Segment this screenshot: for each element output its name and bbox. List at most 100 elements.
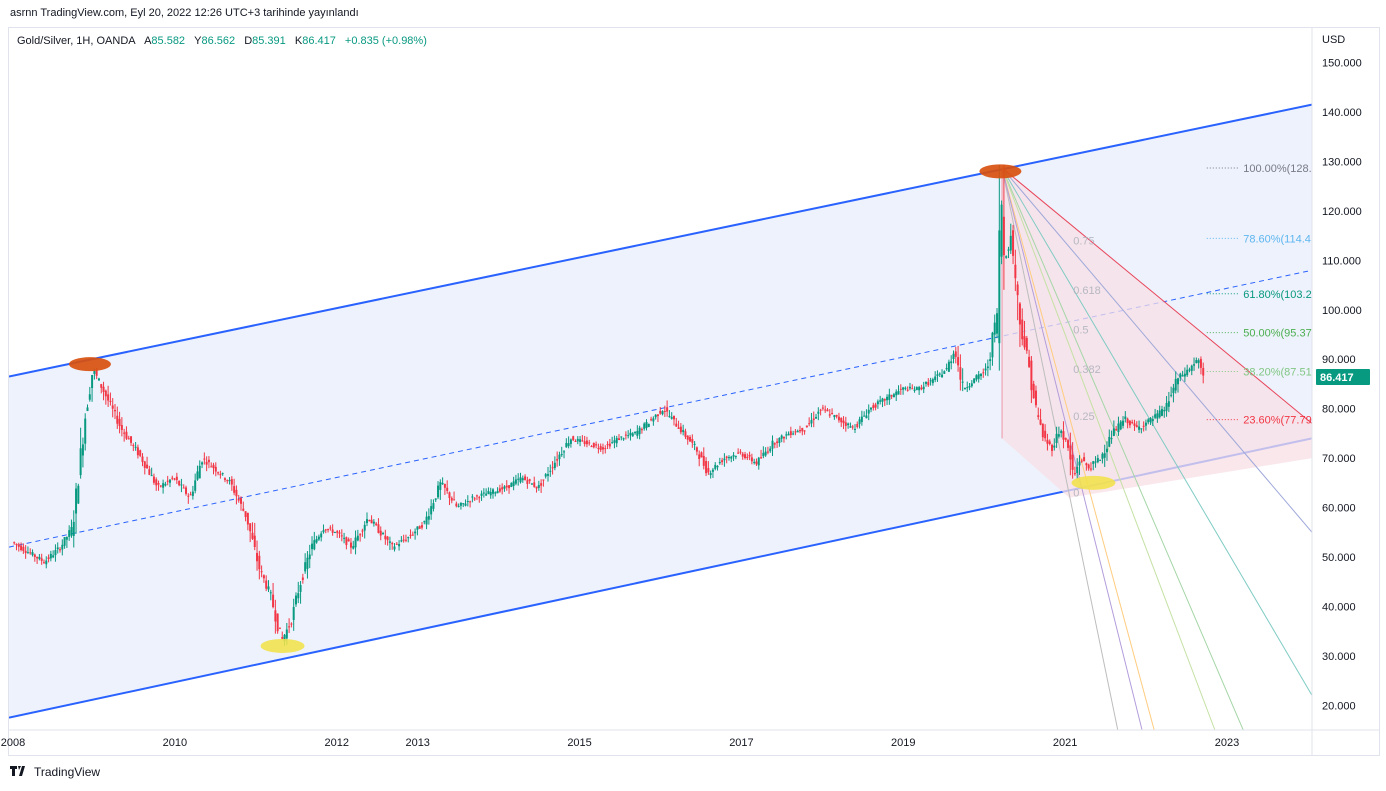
candle-body	[727, 457, 730, 459]
candle-body	[941, 374, 944, 378]
candle-body	[77, 485, 80, 504]
candle-body	[198, 465, 201, 479]
price-tick-label: 30.000	[1322, 651, 1356, 663]
candle-body	[86, 407, 89, 412]
candle-body	[874, 404, 877, 408]
candle-body	[737, 452, 740, 454]
candle-body	[301, 577, 304, 580]
candle-body	[262, 575, 265, 579]
candle-body	[1044, 430, 1047, 439]
candle-body	[1105, 448, 1108, 453]
candle-body	[17, 544, 20, 547]
candle-body	[938, 373, 941, 375]
candle-body	[469, 501, 472, 503]
candle-body	[1147, 419, 1150, 423]
candle-body	[1158, 410, 1161, 418]
candle-body	[354, 537, 357, 548]
candle-body	[560, 454, 563, 456]
candle-body	[1067, 440, 1070, 448]
change-value: +0.835 (+0.98%)	[344, 35, 427, 47]
candle-body	[585, 440, 588, 445]
candle-body	[443, 484, 446, 488]
price-axis[interactable]: 20.000 30.000 40.000 50.000 60.000 70.000 80.0…	[1311, 28, 1362, 755]
candle-body	[97, 378, 100, 381]
candle-body	[1018, 303, 1021, 325]
candle-body	[931, 379, 934, 384]
candle-body	[906, 389, 909, 391]
candle-body	[1117, 423, 1120, 433]
candle-body	[123, 432, 126, 434]
pivot-high-marker	[68, 357, 111, 372]
candle-body	[546, 474, 549, 476]
candle-body	[943, 371, 946, 374]
candle-body	[125, 431, 128, 439]
footer-brand[interactable]: TradingView	[10, 765, 100, 779]
candle-body	[613, 440, 616, 443]
candle-body	[228, 480, 231, 482]
candle-body	[842, 420, 845, 424]
candle-body	[1041, 423, 1044, 438]
candle-body	[404, 539, 407, 541]
fib-ratio-label: 0.382	[1073, 364, 1101, 376]
candle-body	[75, 488, 78, 514]
time-axis[interactable]: 2008 2010 2012 2013 2015 2017 2019 2021 2023	[1, 729, 1380, 749]
candle-body	[61, 544, 64, 550]
candle-body	[847, 423, 850, 426]
candle-body	[656, 414, 659, 417]
candle-body	[1062, 431, 1065, 440]
candle-body	[897, 390, 900, 395]
candle-body	[739, 451, 742, 453]
high-label: Y	[194, 35, 202, 47]
candle-body	[150, 475, 153, 477]
candle-body	[382, 533, 385, 535]
candle-body	[427, 516, 430, 520]
candle-body	[127, 438, 130, 440]
candle-body	[175, 476, 178, 481]
last-price-label: 86.417	[1320, 372, 1354, 384]
candle-body	[817, 411, 820, 414]
candle-body	[711, 469, 714, 472]
candle-body	[611, 442, 614, 444]
candle-body	[210, 466, 213, 468]
candle-body	[359, 534, 362, 536]
candle-body	[629, 432, 632, 436]
candle-body	[693, 443, 696, 445]
candle-body	[647, 423, 650, 427]
close-label: K	[294, 35, 303, 47]
candle-body	[544, 474, 547, 477]
candle-body	[42, 562, 45, 564]
candle-body	[650, 419, 653, 421]
pivot-markers	[68, 164, 1116, 653]
candle-body	[297, 593, 300, 599]
candle-body	[844, 422, 847, 426]
candle-body	[113, 409, 116, 412]
candle-body	[597, 447, 600, 449]
candle-body	[675, 423, 678, 427]
candle-body	[1181, 375, 1184, 377]
candle-body	[1202, 367, 1205, 376]
candle-body	[998, 230, 1001, 344]
price-tick-label: 60.000	[1322, 503, 1356, 515]
candle-body	[253, 535, 256, 548]
candle-body	[991, 332, 994, 358]
candle-body	[963, 388, 966, 390]
candle-body	[1156, 413, 1159, 419]
candle-body	[1142, 425, 1145, 427]
fib-ratio-label: 0.25	[1073, 411, 1094, 423]
fib-ratio-label: 0.75	[1073, 236, 1094, 248]
candle-body	[45, 560, 48, 565]
candle-body	[139, 450, 142, 456]
candle-body	[233, 486, 236, 493]
candle-body	[418, 526, 421, 529]
candle-body	[858, 419, 861, 425]
candle-body	[315, 538, 318, 543]
fib-fan-drawing[interactable]: 0.75 0.618 0.5 0.382 0.25 0 100.00%(128.692) 78…	[1001, 163, 1334, 730]
candle-body	[652, 418, 655, 422]
currency-label[interactable]: USD	[1322, 34, 1346, 46]
candle-body	[308, 554, 311, 560]
fib-fill	[1002, 167, 1312, 498]
candle-body	[973, 378, 976, 383]
candle-body	[331, 529, 334, 533]
symbol-name[interactable]: Gold/Silver, 1H, OANDA	[17, 35, 135, 47]
